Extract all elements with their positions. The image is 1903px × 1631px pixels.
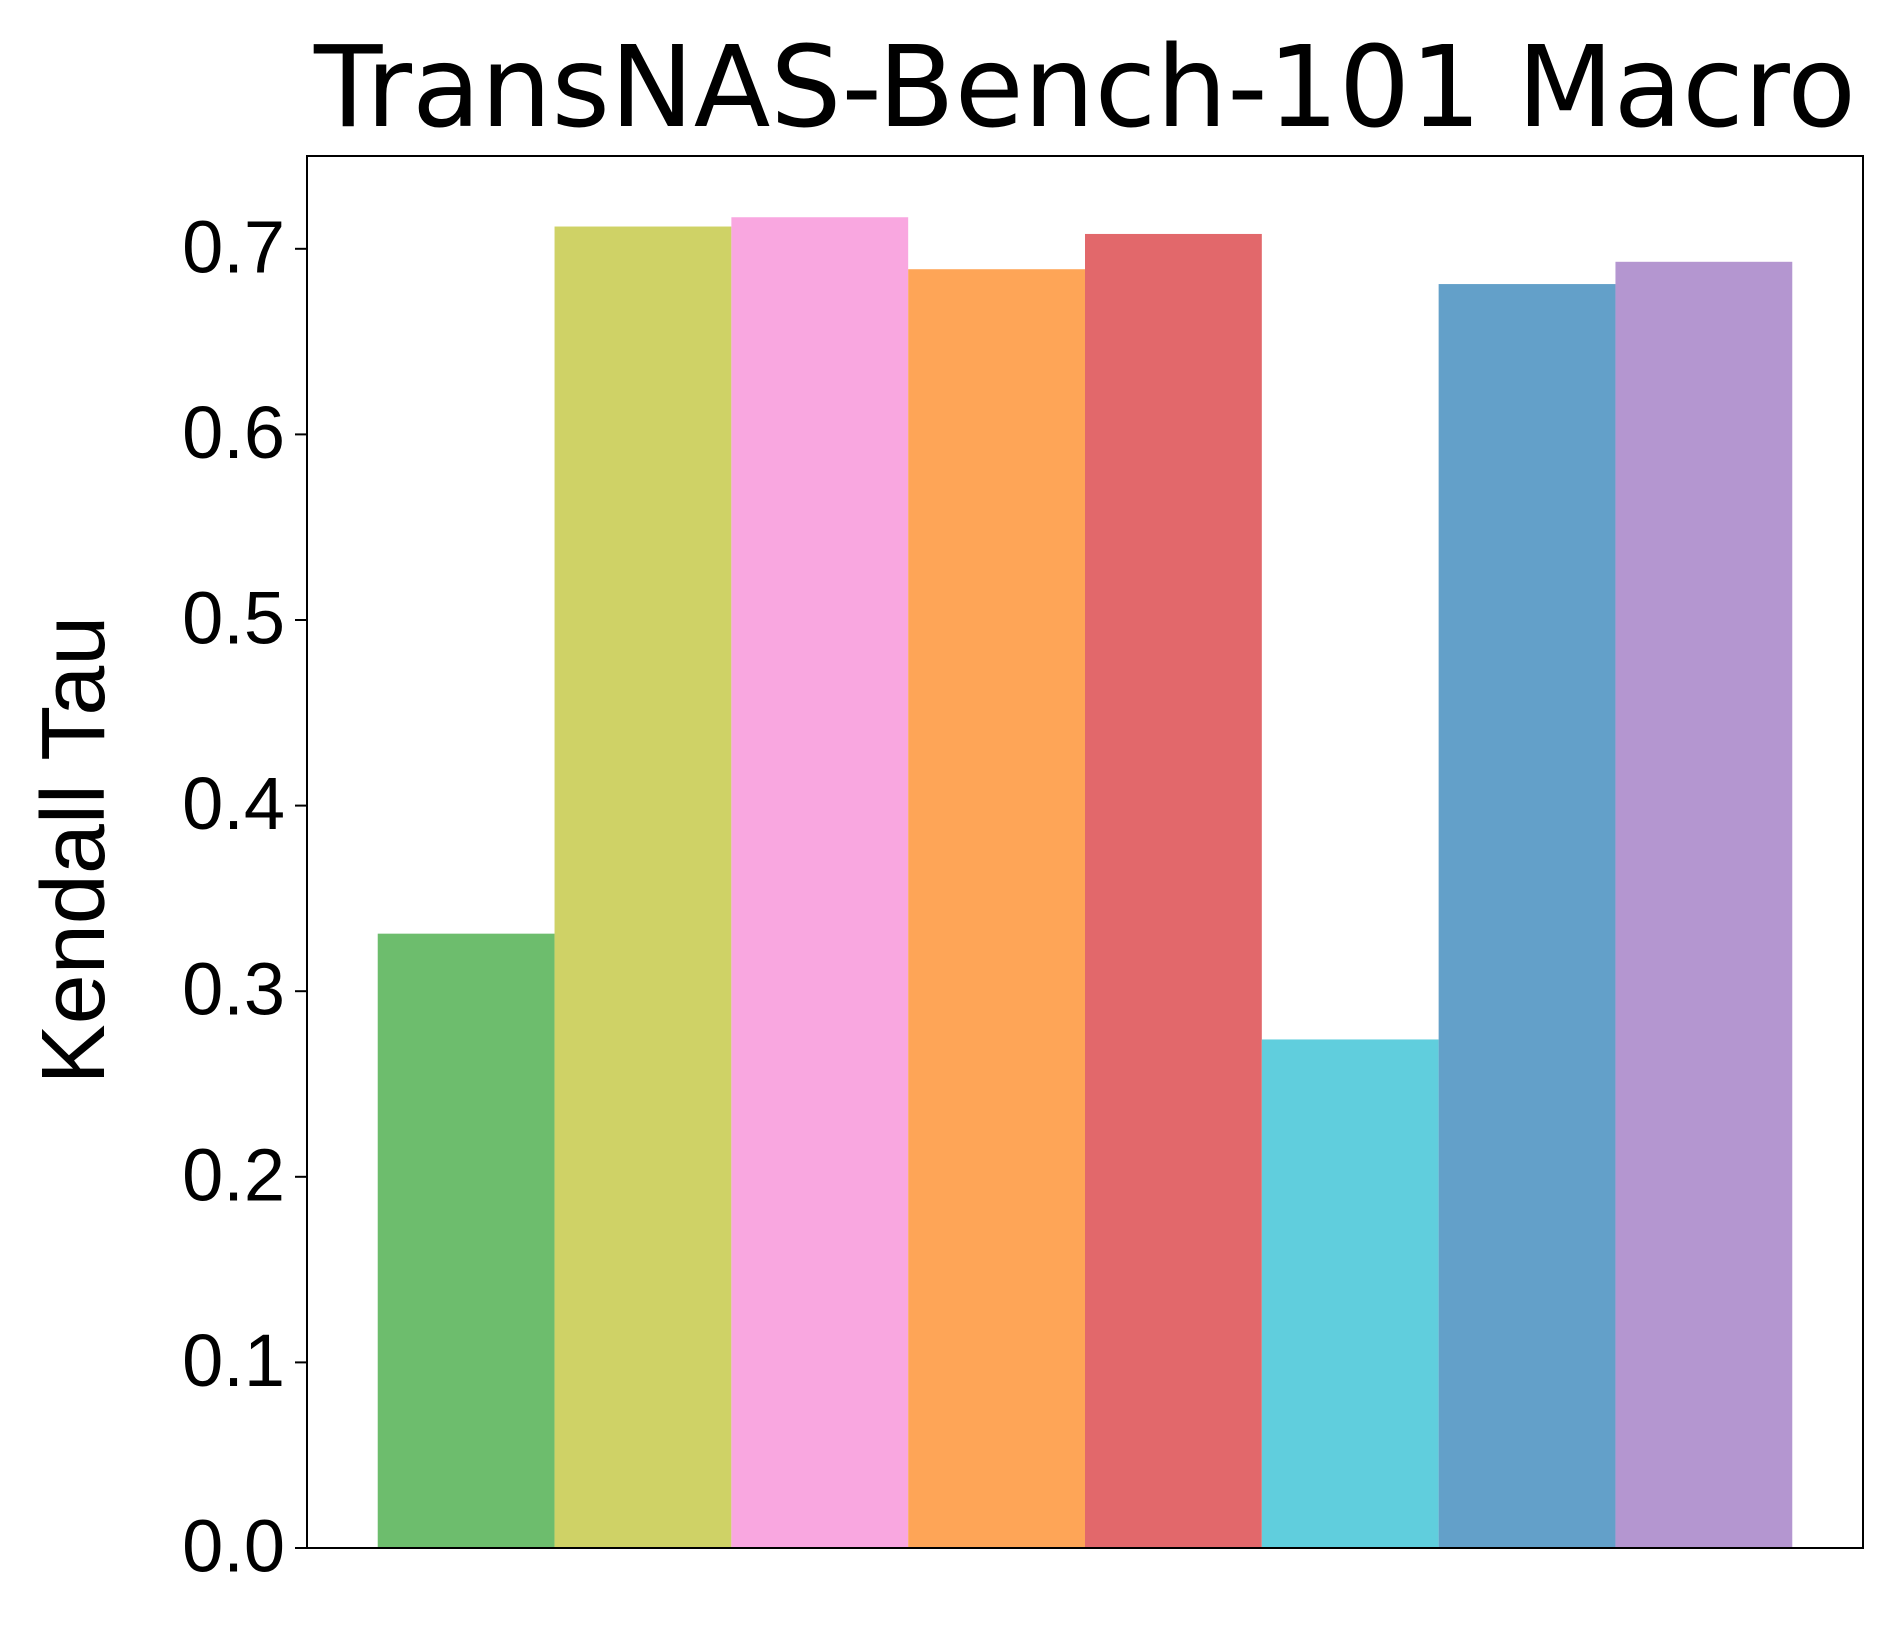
bar xyxy=(731,217,909,1548)
bar xyxy=(1438,284,1616,1549)
bar xyxy=(1615,261,1793,1548)
plot-frame xyxy=(306,155,1864,1549)
y-tick-label: 0.2 xyxy=(182,1133,285,1216)
y-tick-label: 0.6 xyxy=(182,391,285,474)
y-tick-label: 0.5 xyxy=(182,577,285,660)
y-tick-label: 0.7 xyxy=(182,205,285,288)
bar xyxy=(908,269,1085,1548)
bar xyxy=(377,933,555,1548)
y-tick-label: 0.1 xyxy=(182,1319,285,1402)
bar xyxy=(554,226,732,1549)
y-axis-label: Kendall Tau xyxy=(24,616,124,1085)
y-tick-label: 0.0 xyxy=(182,1505,285,1588)
bar xyxy=(1261,1039,1439,1548)
bar xyxy=(1085,233,1262,1548)
chart-title: TransNAS-Bench-101 Macro xyxy=(313,23,1856,153)
y-tick-label: 0.4 xyxy=(182,762,285,845)
y-tick-label: 0.3 xyxy=(182,948,285,1031)
